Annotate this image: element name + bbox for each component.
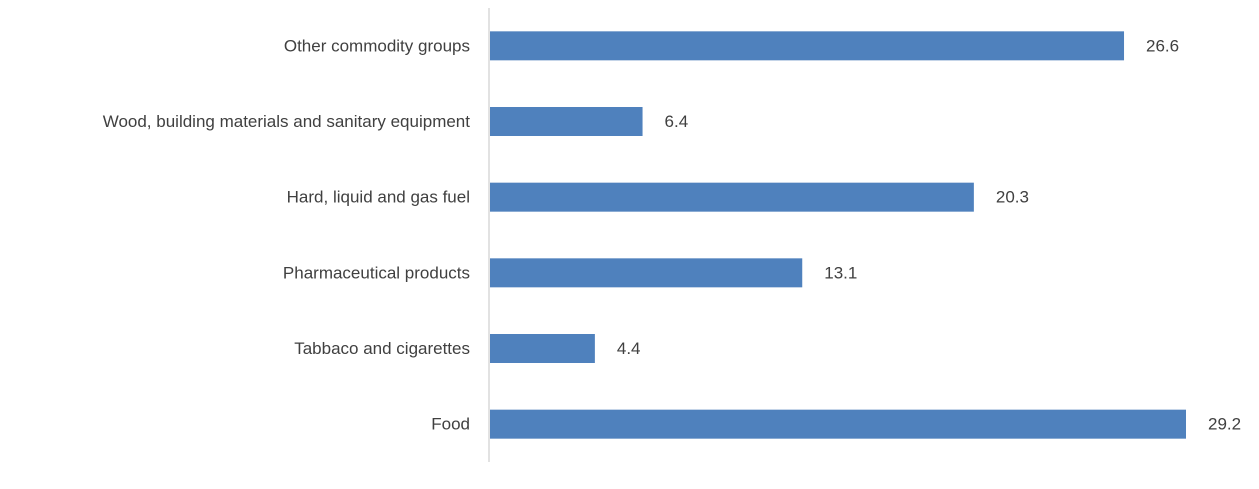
category-label: Pharmaceutical products (283, 263, 470, 282)
category-label: Wood, building materials and sanitary eq… (103, 112, 471, 131)
value-label: 26.6 (1146, 36, 1179, 55)
value-label: 13.1 (824, 263, 857, 282)
bar-food (490, 409, 1186, 439)
bar-hard-liquid-and-gas-fuel (490, 182, 974, 212)
value-labels-group: 29.2 4.4 13.1 20.3 6.4 26.6 (617, 36, 1241, 433)
bar-wood-building-materials-and-sanitary-equipment (490, 107, 643, 136)
value-label: 29.2 (1208, 415, 1241, 434)
category-label: Hard, liquid and gas fuel (287, 188, 470, 207)
bars-group (490, 31, 1186, 439)
category-labels-group: Food Tabbaco and cigarettes Pharmaceutical… (103, 36, 471, 433)
category-label: Other commodity groups (284, 36, 470, 55)
value-label: 20.3 (996, 188, 1029, 207)
category-label: Food (431, 415, 470, 434)
bar-tabbaco-and-cigarettes (490, 334, 595, 363)
bar-pharmaceutical-products (490, 258, 803, 288)
bar-other-commodity-groups (490, 31, 1125, 61)
value-label: 6.4 (665, 112, 689, 131)
category-label: Tabbaco and cigarettes (294, 339, 470, 358)
value-label: 4.4 (617, 339, 641, 358)
